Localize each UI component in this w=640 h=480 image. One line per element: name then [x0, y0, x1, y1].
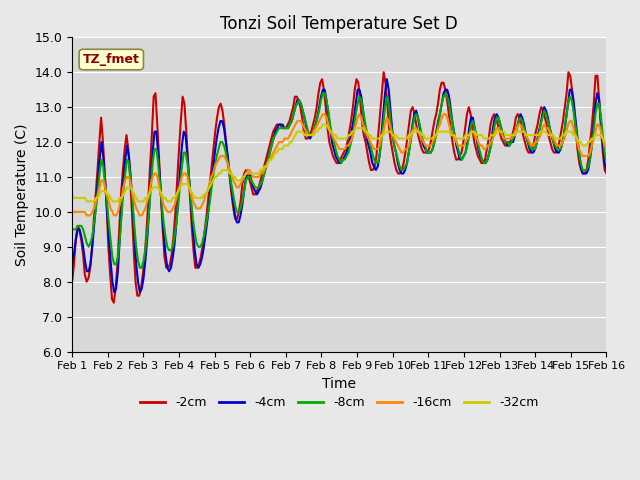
- -8cm: [288, 118, 296, 124]
- -2cm: [113, 262, 121, 267]
- -2cm: [538, 104, 545, 110]
- -4cm: [288, 118, 296, 124]
- -4cm: [110, 289, 118, 295]
- -32cm: [513, 129, 520, 134]
- -2cm: [68, 279, 76, 285]
- -16cm: [520, 129, 528, 134]
- -8cm: [136, 265, 144, 271]
- -4cm: [563, 115, 570, 120]
- Y-axis label: Soil Temperature (C): Soil Temperature (C): [15, 123, 29, 266]
- -8cm: [178, 164, 186, 169]
- -16cm: [563, 129, 570, 134]
- -2cm: [380, 70, 387, 75]
- X-axis label: Time: Time: [323, 377, 356, 391]
- -32cm: [603, 139, 611, 145]
- -32cm: [178, 181, 186, 187]
- -4cm: [383, 76, 390, 82]
- -32cm: [520, 129, 528, 134]
- -32cm: [83, 199, 91, 204]
- -16cm: [178, 174, 186, 180]
- -32cm: [68, 192, 76, 197]
- -2cm: [603, 170, 611, 176]
- -16cm: [542, 125, 550, 131]
- -2cm: [468, 125, 476, 131]
- -32cm: [563, 129, 570, 134]
- -4cm: [178, 143, 186, 148]
- -8cm: [520, 125, 528, 131]
- -8cm: [603, 160, 611, 166]
- -2cm: [418, 146, 426, 152]
- -4cm: [68, 262, 76, 267]
- -16cm: [68, 209, 76, 215]
- Legend: -2cm, -4cm, -8cm, -16cm, -32cm: -2cm, -4cm, -8cm, -16cm, -32cm: [135, 391, 543, 414]
- -4cm: [603, 167, 611, 173]
- -8cm: [563, 115, 570, 120]
- Line: -2cm: -2cm: [72, 72, 607, 303]
- -4cm: [542, 108, 550, 114]
- -16cm: [603, 146, 611, 152]
- -8cm: [542, 111, 550, 117]
- Line: -16cm: -16cm: [72, 114, 607, 216]
- Line: -32cm: -32cm: [72, 125, 607, 202]
- -2cm: [139, 272, 147, 277]
- -8cm: [319, 90, 326, 96]
- -8cm: [68, 227, 76, 232]
- -16cm: [83, 213, 91, 218]
- -32cm: [542, 129, 550, 134]
- -16cm: [513, 125, 520, 131]
- -8cm: [513, 125, 520, 131]
- Line: -4cm: -4cm: [72, 79, 607, 292]
- -4cm: [513, 125, 520, 131]
- -4cm: [520, 122, 528, 128]
- -2cm: [110, 300, 118, 306]
- -16cm: [288, 129, 296, 134]
- -16cm: [319, 111, 326, 117]
- -2cm: [305, 132, 313, 138]
- Text: TZ_fmet: TZ_fmet: [83, 53, 140, 66]
- Line: -8cm: -8cm: [72, 93, 607, 268]
- -32cm: [319, 122, 326, 128]
- -32cm: [288, 139, 296, 145]
- Title: Tonzi Soil Temperature Set D: Tonzi Soil Temperature Set D: [220, 15, 458, 33]
